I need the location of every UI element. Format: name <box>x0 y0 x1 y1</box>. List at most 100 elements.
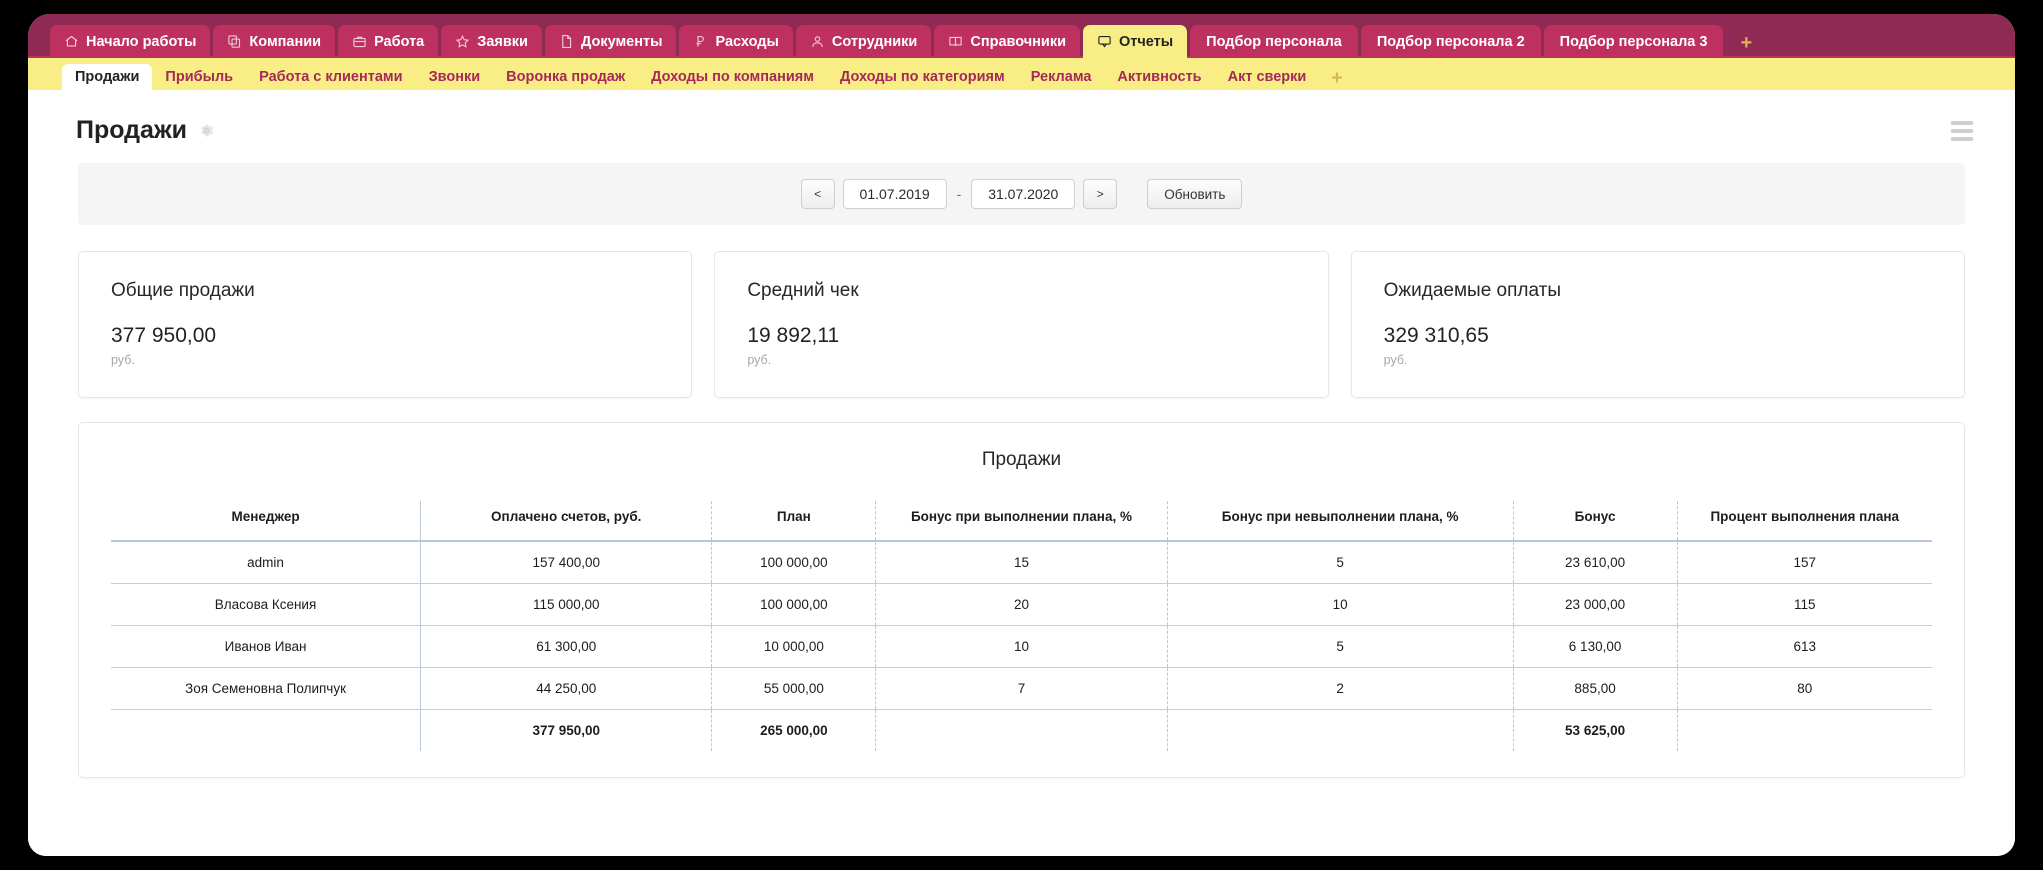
subnav-tab-9[interactable]: Активность <box>1117 69 1202 85</box>
nav-tab-3[interactable]: Работа <box>338 25 439 58</box>
refresh-button[interactable]: Обновить <box>1147 179 1243 209</box>
kpi-title: Общие продажи <box>111 280 255 301</box>
briefcase-icon <box>352 34 367 49</box>
burger-line <box>1951 128 1973 133</box>
table-column-header: Бонус <box>1512 501 1678 542</box>
table-cell: 10 <box>875 625 1168 668</box>
sales-table: Менеджер Оплачено счетов, руб. План Бонус п… <box>111 501 1932 751</box>
table-cell: Зоя Семеновна Полипчук <box>111 667 421 710</box>
burger-line <box>1951 136 1973 141</box>
book-icon <box>948 34 963 49</box>
nav-tab-2[interactable]: Компании <box>213 25 336 58</box>
nav-tab-5[interactable]: Документы <box>544 25 677 58</box>
sub-navigation: Продажи Прибыль Работа с клиентами Звонки Во… <box>28 58 2015 90</box>
table-cell: 613 <box>1676 625 1932 668</box>
table-cell: Иванов Иван <box>111 625 421 668</box>
table-row[interactable]: Зоя Семеновна Полипчук 44 250,00 55 000,00… <box>111 667 1932 710</box>
date-to-input[interactable] <box>971 179 1076 209</box>
kpi-card-row: Общие продажи 377 950,00 руб. Средний чек 19… <box>28 225 2015 398</box>
nav-tab-label: Справочники <box>970 33 1066 50</box>
nav-tab-12[interactable]: Подбор персонала 3 <box>1543 25 1724 58</box>
nav-tab-label: Сотрудники <box>831 33 918 50</box>
sales-report-panel: Продажи Менеджер Оплачено счетов, руб. Пла… <box>78 422 1965 778</box>
nav-tab-10[interactable]: Подбор персонала <box>1190 25 1358 58</box>
subnav-tab-4[interactable]: Звонки <box>428 69 481 85</box>
nav-tab-7[interactable]: Сотрудники <box>795 25 932 58</box>
table-cell: Власова Ксения <box>111 583 421 626</box>
table-row[interactable]: Власова Ксения 115 000,00 100 000,00 20 10 23… <box>111 583 1932 626</box>
table-cell: 100 000,00 <box>711 583 876 626</box>
table-cell: 115 <box>1676 583 1932 626</box>
table-cell: 885,00 <box>1512 667 1678 710</box>
table-cell: 5 <box>1166 541 1514 584</box>
nav-tab-4[interactable]: Заявки <box>441 25 542 58</box>
kpi-title: Средний чек <box>747 280 859 301</box>
report-icon <box>1097 34 1112 49</box>
table-column-header: Бонус при невыполнении плана, % <box>1166 501 1514 542</box>
table-cell: 5 <box>1166 625 1514 668</box>
table-cell: 80 <box>1676 667 1932 710</box>
burger-line <box>1951 120 1973 125</box>
table-cell: 157 <box>1676 541 1932 584</box>
nav-tab-label: Подбор персонала <box>1206 33 1342 50</box>
table-row[interactable]: Иванов Иван 61 300,00 10 000,00 10 5 6 130,00… <box>111 625 1932 668</box>
nav-tab-9[interactable]: Отчеты <box>1083 25 1188 58</box>
table-cell: 15 <box>875 541 1168 584</box>
kpi-title: Ожидаемые оплаты <box>1383 280 1561 301</box>
app-window: Начало работы Компании Работа Заявки Докумен… <box>28 14 2015 856</box>
table-header-row: Менеджер Оплачено счетов, руб. План Бонус п… <box>111 501 1932 542</box>
table-cell: 10 <box>1166 583 1514 626</box>
table-total-cell: 265 000,00 <box>711 709 876 751</box>
gear-icon[interactable] <box>198 122 215 139</box>
date-filter-bar: < - > Обновить <box>78 163 1965 225</box>
date-range-separator: - <box>956 186 962 202</box>
table-cell: 115 000,00 <box>420 583 712 626</box>
next-period-button[interactable]: > <box>1083 179 1118 209</box>
table-cell: 20 <box>875 583 1168 626</box>
table-cell: 23 610,00 <box>1512 541 1678 584</box>
subnav-tab-7[interactable]: Доходы по категориям <box>839 69 1005 85</box>
nav-tab-label: Подбор персонала 2 <box>1376 33 1525 50</box>
table-cell: 61 300,00 <box>420 625 712 668</box>
subnav-tab-8[interactable]: Реклама <box>1030 69 1092 85</box>
add-subtab-button[interactable]: + <box>1331 68 1343 89</box>
document-icon <box>559 34 574 49</box>
table-body: admin 157 400,00 100 000,00 15 5 23 610,00 157… <box>111 541 1932 751</box>
kpi-card: Ожидаемые оплаты 329 310,65 руб. <box>1350 251 1965 398</box>
nav-tab-label: Заявки <box>477 33 528 50</box>
subnav-tab-1[interactable]: Продажи <box>62 64 153 90</box>
user-icon <box>810 34 825 49</box>
table-cell: 157 400,00 <box>420 541 712 584</box>
prev-period-button[interactable]: < <box>800 179 835 209</box>
table-column-header: Менеджер <box>111 501 421 542</box>
nav-tab-label: Работа <box>374 33 425 50</box>
main-navigation: Начало работы Компании Работа Заявки Докумен… <box>28 14 2015 58</box>
subnav-tab-3[interactable]: Работа с клиентами <box>259 69 403 85</box>
table-row[interactable]: admin 157 400,00 100 000,00 15 5 23 610,00 157 <box>111 541 1932 584</box>
subnav-tab-6[interactable]: Доходы по компаниям <box>651 69 814 85</box>
nav-tab-label: Начало работы <box>86 33 197 50</box>
table-column-header: Процент выполнения плана <box>1676 501 1932 542</box>
menu-button[interactable] <box>1951 120 1973 141</box>
table-head: Менеджер Оплачено счетов, руб. План Бонус п… <box>111 501 1932 542</box>
nav-tab-label: Подбор персонала 3 <box>1559 33 1708 50</box>
table-total-cell <box>111 710 421 752</box>
subnav-tab-5[interactable]: Воронка продаж <box>506 69 626 85</box>
table-column-header: Бонус при выполнении плана, % <box>875 501 1168 542</box>
nav-tab-label: Отчеты <box>1119 33 1174 50</box>
table-cell: 2 <box>1166 667 1514 710</box>
table-cell: admin <box>111 541 421 584</box>
nav-tab-8[interactable]: Справочники <box>934 25 1080 58</box>
subnav-tab-10[interactable]: Акт сверки <box>1227 69 1307 85</box>
kpi-unit: руб. <box>747 353 772 367</box>
nav-tab-label: Документы <box>580 33 663 50</box>
add-tab-button[interactable]: + <box>1740 32 1753 54</box>
table-total-cell: 53 625,00 <box>1512 709 1678 751</box>
nav-tab-6[interactable]: Расходы <box>679 25 793 58</box>
subnav-tab-2[interactable]: Прибыль <box>165 69 234 85</box>
ruble-icon <box>693 34 708 49</box>
page-header: Продажи <box>28 90 2015 163</box>
nav-tab-1[interactable]: Начало работы <box>50 25 211 58</box>
nav-tab-11[interactable]: Подбор персонала 2 <box>1360 25 1541 58</box>
date-from-input[interactable] <box>842 179 947 209</box>
